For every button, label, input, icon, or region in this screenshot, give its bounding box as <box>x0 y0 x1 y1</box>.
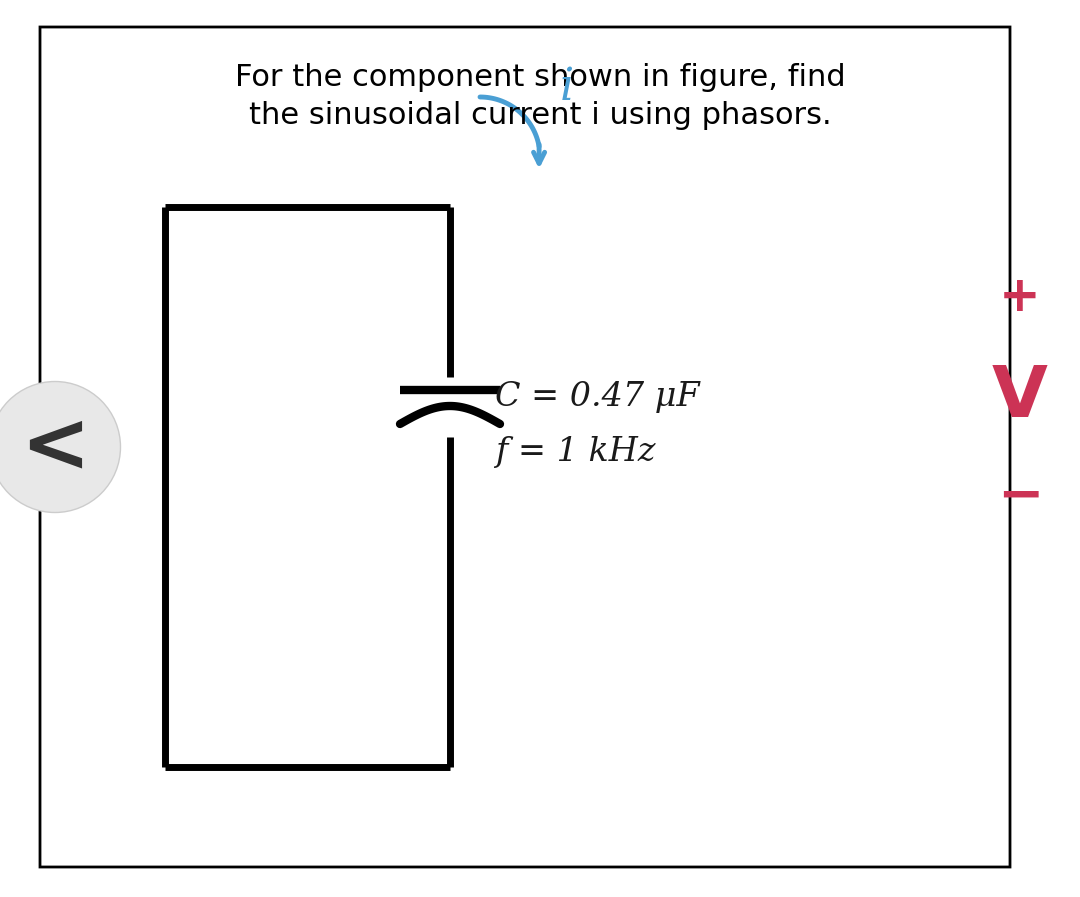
Text: <: < <box>21 406 90 487</box>
Text: f = 1 kHz: f = 1 kHz <box>495 436 656 468</box>
Text: C = 0.47 μF: C = 0.47 μF <box>495 381 700 413</box>
FancyBboxPatch shape <box>40 27 1010 867</box>
Text: i: i <box>559 65 575 109</box>
Text: the sinusoidal current i using phasors.: the sinusoidal current i using phasors. <box>248 100 832 129</box>
Text: V: V <box>993 362 1048 431</box>
Text: For the component shown in figure, find: For the component shown in figure, find <box>234 63 846 91</box>
Text: +: + <box>999 273 1041 321</box>
Text: −: − <box>997 470 1043 524</box>
